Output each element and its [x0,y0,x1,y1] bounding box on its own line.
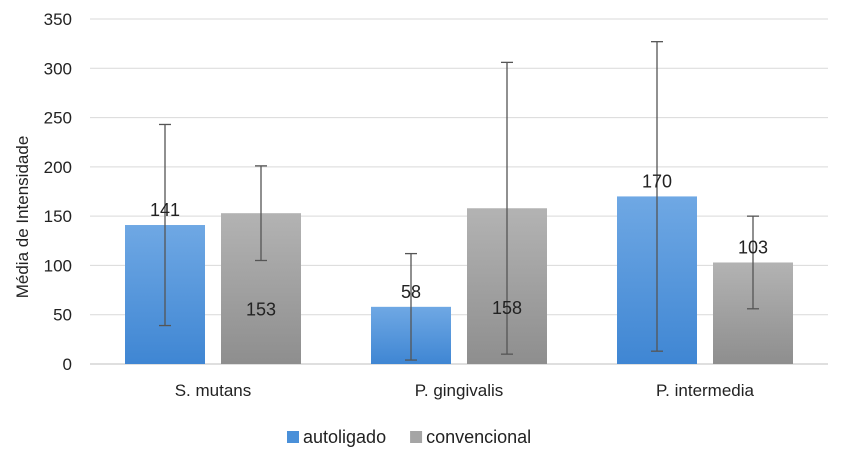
y-tick-label: 350 [44,10,72,29]
legend-swatch [287,431,299,443]
x-axis-categories: S. mutans P. gingivalis P. intermedia [175,381,755,400]
x-category-label: S. mutans [175,381,252,400]
y-tick-label: 0 [63,355,72,374]
y-tick-label: 250 [44,109,72,128]
legend: autoligado convencional [287,427,531,447]
y-tick-label: 150 [44,207,72,226]
y-axis-label: Média de Intensidade [13,136,32,299]
data-label: 141 [150,200,180,220]
y-axis-ticks: 0 50 100 150 200 250 300 350 [44,10,72,374]
x-category-label: P. gingivalis [415,381,504,400]
data-label: 158 [492,298,522,318]
legend-swatch [410,431,423,443]
data-label: 170 [642,171,672,191]
data-label: 58 [401,282,421,302]
y-tick-label: 300 [44,59,72,78]
legend-entry: autoligado [303,427,386,447]
y-tick-label: 50 [53,306,72,325]
y-tick-label: 100 [44,256,72,275]
y-tick-label: 200 [44,158,72,177]
error-bars [159,41,759,361]
legend-entry: convencional [426,427,531,447]
data-label: 103 [738,237,768,257]
data-label: 153 [246,300,276,320]
bars [125,196,793,364]
x-category-label: P. intermedia [656,381,755,400]
data-labels: 141 153 58 158 170 103 [150,171,768,319]
gridlines [90,18,828,365]
